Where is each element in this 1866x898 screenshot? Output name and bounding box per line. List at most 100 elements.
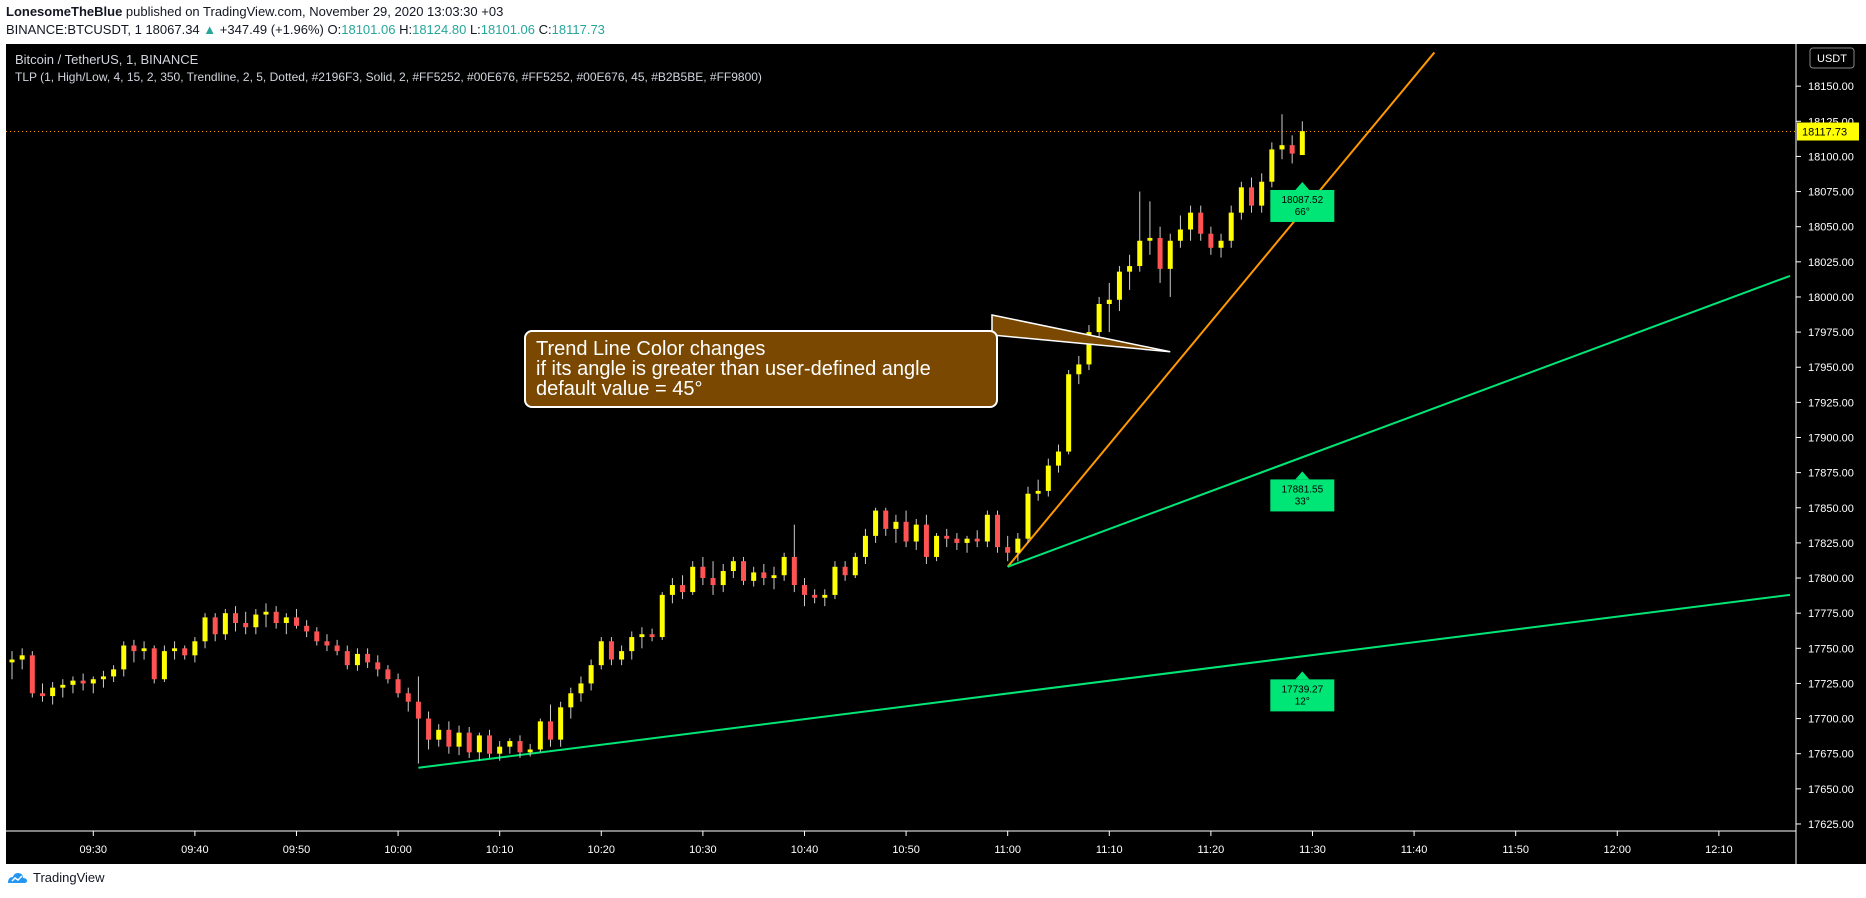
- candle-body: [883, 510, 889, 529]
- label-box: [1270, 479, 1335, 512]
- y-tick-label: 18150.00: [1808, 81, 1854, 93]
- candle-body: [70, 680, 76, 685]
- candle-body: [1228, 212, 1234, 241]
- x-tick-label: 10:30: [689, 844, 717, 856]
- candle-body: [354, 653, 360, 666]
- candle-body: [1096, 303, 1102, 333]
- candle-body: [649, 634, 655, 638]
- candle-body: [1137, 240, 1143, 267]
- indicator-legend[interactable]: TLP (1, High/Low, 4, 15, 2, 350, Trendli…: [15, 70, 762, 84]
- trendline-callout: Trend Line Color changes if its angle is…: [524, 330, 998, 408]
- y-tick-label: 17625.00: [1808, 819, 1854, 831]
- candle-body: [1005, 547, 1011, 553]
- candle-body: [1147, 237, 1153, 241]
- candle-body: [700, 566, 706, 579]
- candle-body: [365, 653, 371, 663]
- y-tick-label: 18025.00: [1808, 257, 1854, 269]
- candle-body: [395, 679, 401, 694]
- candle-body: [222, 613, 228, 635]
- candle-body: [100, 676, 106, 680]
- candle-body: [334, 645, 340, 652]
- candle-body: [80, 680, 86, 684]
- x-tick-label: 10:40: [791, 844, 819, 856]
- tradingview-logo-icon: [8, 872, 27, 883]
- candle-body: [1066, 374, 1072, 452]
- y-tick-label: 17775.00: [1808, 608, 1854, 620]
- candle-body: [131, 645, 137, 652]
- candle-body: [568, 693, 574, 708]
- candle-body: [659, 594, 665, 638]
- publish-info: published on TradingView.com, November 2…: [125, 4, 504, 19]
- candle-body: [456, 732, 462, 747]
- candle-body: [182, 648, 188, 656]
- candle-body: [161, 651, 167, 680]
- y-tick-label: 17800.00: [1808, 573, 1854, 585]
- label-price: 18087.52: [1281, 195, 1323, 206]
- candle-body: [984, 514, 990, 542]
- candle-body: [578, 683, 584, 694]
- y-tick-label: 17925.00: [1808, 397, 1854, 409]
- candle-body: [801, 585, 807, 595]
- author-name[interactable]: LonesomeTheBlue: [6, 4, 123, 19]
- candle-body: [385, 669, 391, 680]
- x-tick-label: 10:10: [486, 844, 514, 856]
- candle-body: [466, 732, 472, 753]
- y-tick-label: 17675.00: [1808, 749, 1854, 761]
- candle-body: [710, 578, 716, 586]
- candle-body: [1279, 145, 1285, 150]
- brand-name[interactable]: TradingView: [33, 870, 105, 885]
- ohlc-low-label: L:: [469, 22, 481, 37]
- candle-body: [263, 611, 269, 615]
- candle-body: [893, 521, 899, 529]
- x-tick-label: 09:30: [80, 844, 108, 856]
- ohlc-low: 18101.06: [480, 22, 536, 37]
- y-tick-label: 17750.00: [1808, 643, 1854, 655]
- candle-body: [1076, 364, 1082, 375]
- candle-body: [1238, 187, 1244, 213]
- trendline-mid: [1007, 274, 1791, 568]
- x-tick-label: 09:50: [283, 844, 311, 856]
- ohlc-open-label: O:: [327, 22, 342, 37]
- ohlc-close-label: C:: [538, 22, 552, 37]
- callout-pointer: [991, 314, 1171, 353]
- label-angle: 12°: [1295, 696, 1310, 707]
- candle-body: [1269, 149, 1275, 182]
- candle-body: [415, 701, 421, 719]
- callout-line-2: if its angle is greater than user-define…: [536, 358, 931, 380]
- x-tick-label: 11:00: [994, 844, 1021, 856]
- candle-body: [476, 735, 482, 753]
- candle-body: [50, 687, 56, 697]
- candle-body: [1299, 131, 1305, 156]
- candle-body: [487, 735, 493, 754]
- candle-body: [151, 648, 157, 680]
- candle-body: [111, 669, 117, 677]
- y-tick-label: 17700.00: [1808, 714, 1854, 726]
- candle-body: [1188, 212, 1194, 230]
- candle-body: [1218, 240, 1224, 248]
- candle-body: [1035, 490, 1041, 494]
- chart-area[interactable]: 17625.00 17650.00 17675.00 17700.00 17725.00…: [6, 44, 1866, 864]
- candlestick-chart[interactable]: 17625.00 17650.00 17675.00 17700.00 17725.00…: [6, 44, 1866, 864]
- candle-body: [1015, 538, 1021, 553]
- candle-body: [995, 514, 1001, 548]
- candle-body: [293, 617, 299, 626]
- candle-body: [1167, 240, 1173, 269]
- candle-body: [812, 594, 818, 598]
- candle-body: [639, 634, 645, 638]
- candle-body: [426, 718, 432, 740]
- candle-body: [720, 571, 726, 586]
- candle-body: [1157, 237, 1163, 269]
- candle-body: [283, 617, 289, 624]
- candle-body: [537, 721, 543, 750]
- last-price: 18067.34: [145, 22, 200, 37]
- label-price: 17881.55: [1281, 484, 1323, 495]
- candle-body: [730, 561, 736, 572]
- candle-body: [974, 538, 980, 542]
- y-tick-label: 18050.00: [1808, 222, 1854, 234]
- x-tick-label: 11:20: [1198, 844, 1225, 856]
- candle-body: [60, 684, 66, 688]
- legend-title[interactable]: Bitcoin / TetherUS, 1, BINANCE: [15, 52, 199, 67]
- candle-body: [141, 648, 147, 652]
- candle-body: [9, 659, 15, 663]
- x-tick-label: 10:00: [384, 844, 412, 856]
